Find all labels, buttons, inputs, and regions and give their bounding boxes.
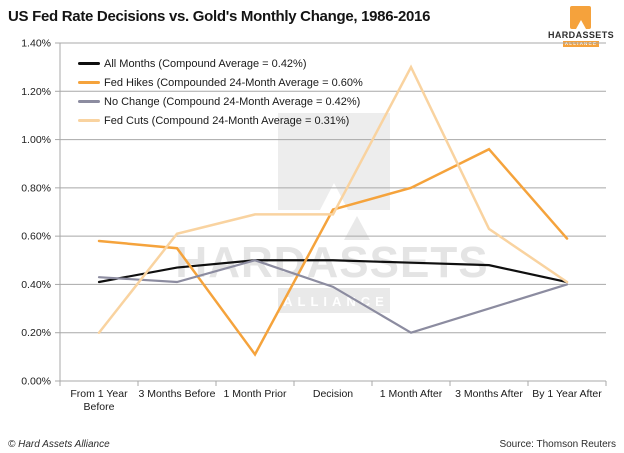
y-axis-label: 0.00% xyxy=(21,376,51,388)
watermark-subtext: ALLIANCE xyxy=(283,294,389,309)
legend-label: No Change (Compound 24-Month Average = 0… xyxy=(104,95,361,108)
legend-label: Fed Hikes (Compounded 24-Month Average =… xyxy=(104,76,363,89)
legend-item-fed-cuts: Fed Cuts (Compound 24-Month Average = 0.… xyxy=(78,111,363,130)
x-axis-label: 3 Months After xyxy=(455,388,523,400)
legend-swatch xyxy=(78,100,100,103)
series-line-fed-cuts xyxy=(97,64,569,334)
legend-swatch xyxy=(78,119,100,122)
legend-label: Fed Cuts (Compound 24-Month Average = 0.… xyxy=(104,114,350,127)
watermark-tent xyxy=(344,216,370,240)
legend-item-no-change: No Change (Compound 24-Month Average = 0… xyxy=(78,92,363,111)
y-axis-label: 0.80% xyxy=(21,182,51,194)
x-axis-label: Decision xyxy=(312,388,354,400)
logo-notch-shape xyxy=(575,20,586,29)
logo-brand-text: HARDASSETS xyxy=(547,30,614,40)
x-axis-label: 1 Month After xyxy=(379,388,443,400)
copyright-text: © Hard Assets Alliance xyxy=(8,439,110,450)
legend-swatch xyxy=(78,81,100,84)
watermark-notch xyxy=(320,183,348,210)
series-line-no-change xyxy=(97,259,569,334)
source-text: Source: Thomson Reuters xyxy=(499,439,616,450)
legend-label: All Months (Compound Average = 0.42%) xyxy=(104,57,307,70)
y-axis-label: 1.00% xyxy=(21,134,51,146)
legend-item-fed-hikes: Fed Hikes (Compounded 24-Month Average =… xyxy=(78,73,363,92)
series-line-all-months xyxy=(97,259,569,284)
y-axis-label: 0.40% xyxy=(21,279,51,291)
legend-swatch xyxy=(78,62,100,65)
x-axis-label: By 1 Year After xyxy=(532,388,602,400)
logo-mark-icon xyxy=(570,6,592,29)
y-axis-label: 1.20% xyxy=(21,86,51,98)
x-axis-label: From 1 Year Before xyxy=(70,388,128,413)
x-axis-label: 3 Months Before xyxy=(138,388,216,400)
y-axis-label: 0.20% xyxy=(21,327,51,339)
legend-item-all-months: All Months (Compound Average = 0.42%) xyxy=(78,54,363,73)
chart-title: US Fed Rate Decisions vs. Gold's Monthly… xyxy=(8,8,431,25)
y-axis-label: 1.40% xyxy=(21,38,51,50)
y-axis-label: 0.60% xyxy=(21,231,51,243)
series-line-fed-hikes xyxy=(97,147,569,357)
chart-legend: All Months (Compound Average = 0.42%) Fed… xyxy=(78,54,363,130)
x-axis-label: 1 Month Prior xyxy=(223,388,287,400)
